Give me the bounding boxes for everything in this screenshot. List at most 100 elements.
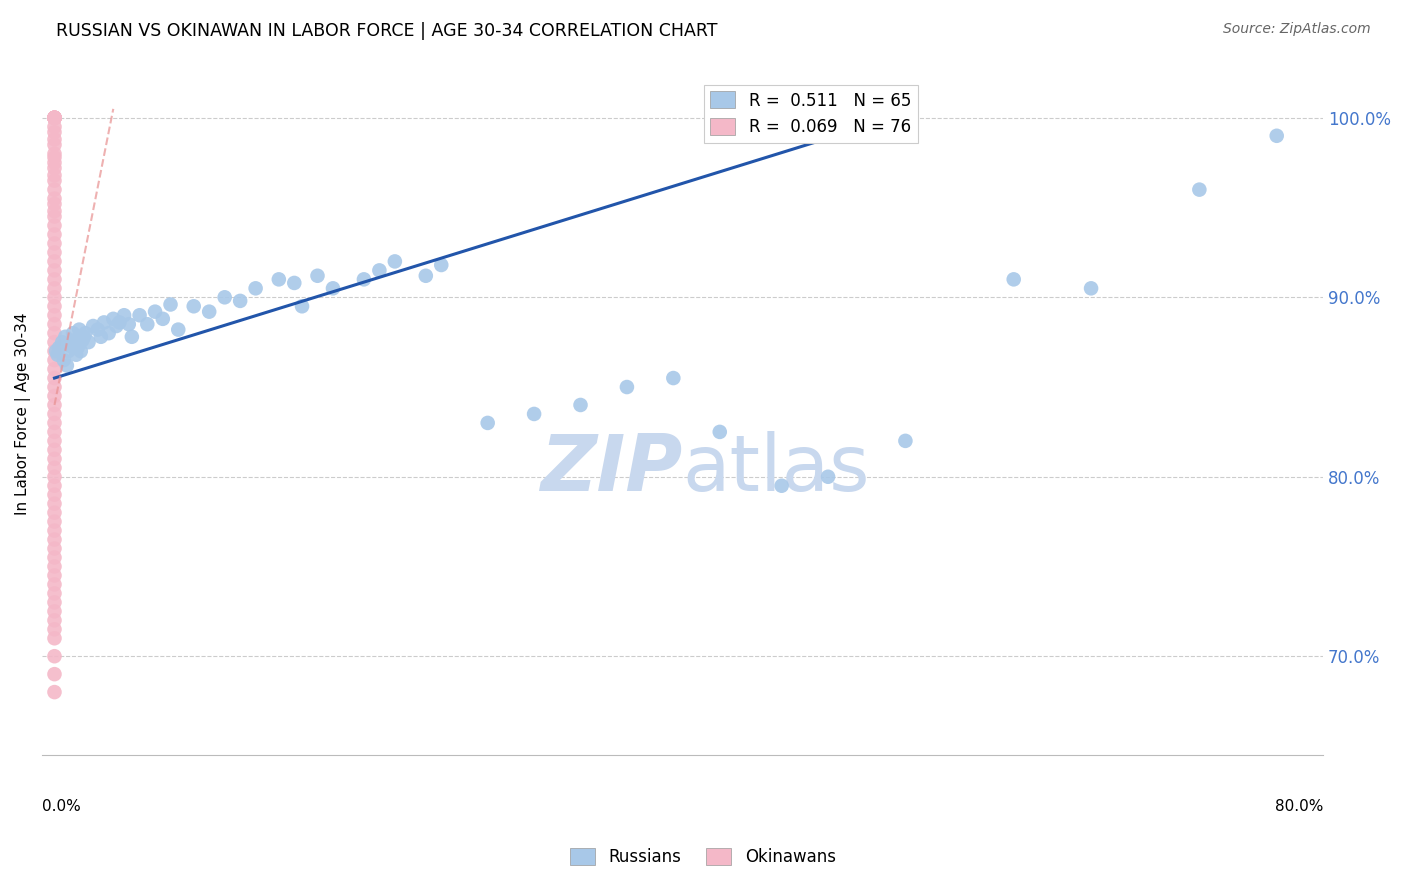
Point [44,125,66,139]
Point [59,339,82,353]
Point [44,613,66,627]
Point [63,334,86,348]
Point [44,227,66,242]
Point [894,434,917,448]
Point [44,111,66,125]
Point [44,533,66,547]
Point [44,451,66,466]
Point [44,460,66,475]
Point [44,469,66,483]
Point [44,497,66,511]
Point [159,297,181,311]
Point [770,479,793,493]
Point [368,263,391,277]
Point [44,111,66,125]
Point [44,434,66,448]
Point [73,330,96,344]
Point [353,272,375,286]
Point [44,174,66,188]
Text: 0.0%: 0.0% [42,799,82,814]
Point [183,299,205,313]
Point [44,111,66,125]
Point [44,161,66,175]
Point [214,290,236,304]
Point [44,515,66,529]
Text: atlas: atlas [683,431,870,507]
Point [1002,272,1025,286]
Point [51,335,73,350]
Legend: Russians, Okinawans: Russians, Okinawans [564,841,842,873]
Point [53,330,76,344]
Point [44,111,66,125]
Point [44,168,66,182]
Text: RUSSIAN VS OKINAWAN IN LABOR FORCE | AGE 30-34 CORRELATION CHART: RUSSIAN VS OKINAWAN IN LABOR FORCE | AGE… [56,22,717,40]
Text: Source: ZipAtlas.com: Source: ZipAtlas.com [1223,22,1371,37]
Point [152,311,174,326]
Point [44,281,66,295]
Point [105,318,128,333]
Point [283,276,305,290]
Point [44,290,66,304]
Point [44,506,66,520]
Point [245,281,267,295]
Point [44,541,66,556]
Point [66,341,89,355]
Point [415,268,437,283]
Point [44,120,66,134]
Point [44,586,66,600]
Legend: R =  0.511   N = 65, R =  0.069   N = 76: R = 0.511 N = 65, R = 0.069 N = 76 [704,85,918,143]
Point [817,469,839,483]
Point [44,197,66,211]
Point [44,111,66,125]
Point [44,524,66,538]
Point [307,268,329,283]
Text: ZIP: ZIP [540,431,683,507]
Point [44,380,66,394]
Point [48,341,70,355]
Point [46,348,69,362]
Point [44,398,66,412]
Point [44,111,66,125]
Point [112,308,135,322]
Point [44,622,66,636]
Point [44,254,66,268]
Point [136,317,159,331]
Point [44,111,66,125]
Point [75,326,97,341]
Point [44,416,66,430]
Point [523,407,546,421]
Point [44,344,66,359]
Point [44,150,66,164]
Point [267,272,290,286]
Point [198,304,221,318]
Point [44,389,66,403]
Point [229,293,252,308]
Point [45,344,67,359]
Point [97,326,120,341]
Point [44,595,66,609]
Point [44,604,66,618]
Point [44,326,66,341]
Point [44,371,66,385]
Y-axis label: In Labor Force | Age 30-34: In Labor Force | Age 30-34 [15,313,31,516]
Point [77,335,100,350]
Point [44,407,66,421]
Point [44,667,66,681]
Point [709,425,731,439]
Point [44,299,66,313]
Text: 80.0%: 80.0% [1275,799,1323,814]
Point [44,111,66,125]
Point [44,210,66,224]
Point [1265,128,1288,143]
Point [44,111,66,125]
Point [44,183,66,197]
Point [44,308,66,322]
Point [56,359,79,373]
Point [430,258,453,272]
Point [58,344,80,359]
Point [44,335,66,350]
Point [82,318,104,333]
Point [44,146,66,161]
Point [44,111,66,125]
Point [93,315,115,329]
